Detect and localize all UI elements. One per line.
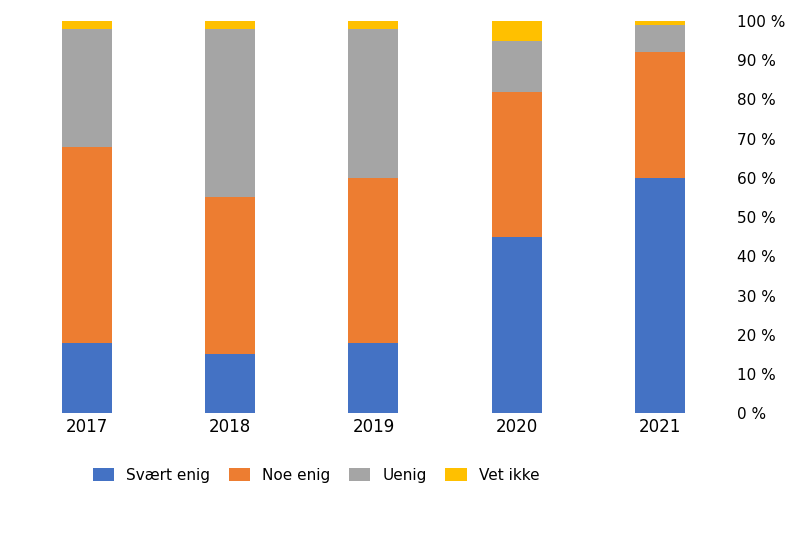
Bar [348,21,398,29]
Bar [635,21,685,25]
Bar [62,21,112,29]
Bar [492,237,542,413]
Bar [205,21,255,29]
Bar [492,21,542,40]
Bar [635,25,685,53]
Bar [635,53,685,178]
Bar [205,197,255,354]
Bar [348,343,398,413]
Bar [348,29,398,178]
Bar [205,354,255,413]
Bar [62,29,112,147]
Bar [62,343,112,413]
Bar [635,178,685,413]
Bar [492,92,542,237]
Bar [348,178,398,343]
Legend: Svært enig, Noe enig, Uenig, Vet ikke: Svært enig, Noe enig, Uenig, Vet ikke [85,460,547,491]
Bar [492,40,542,92]
Bar [62,147,112,343]
Bar [205,29,255,197]
